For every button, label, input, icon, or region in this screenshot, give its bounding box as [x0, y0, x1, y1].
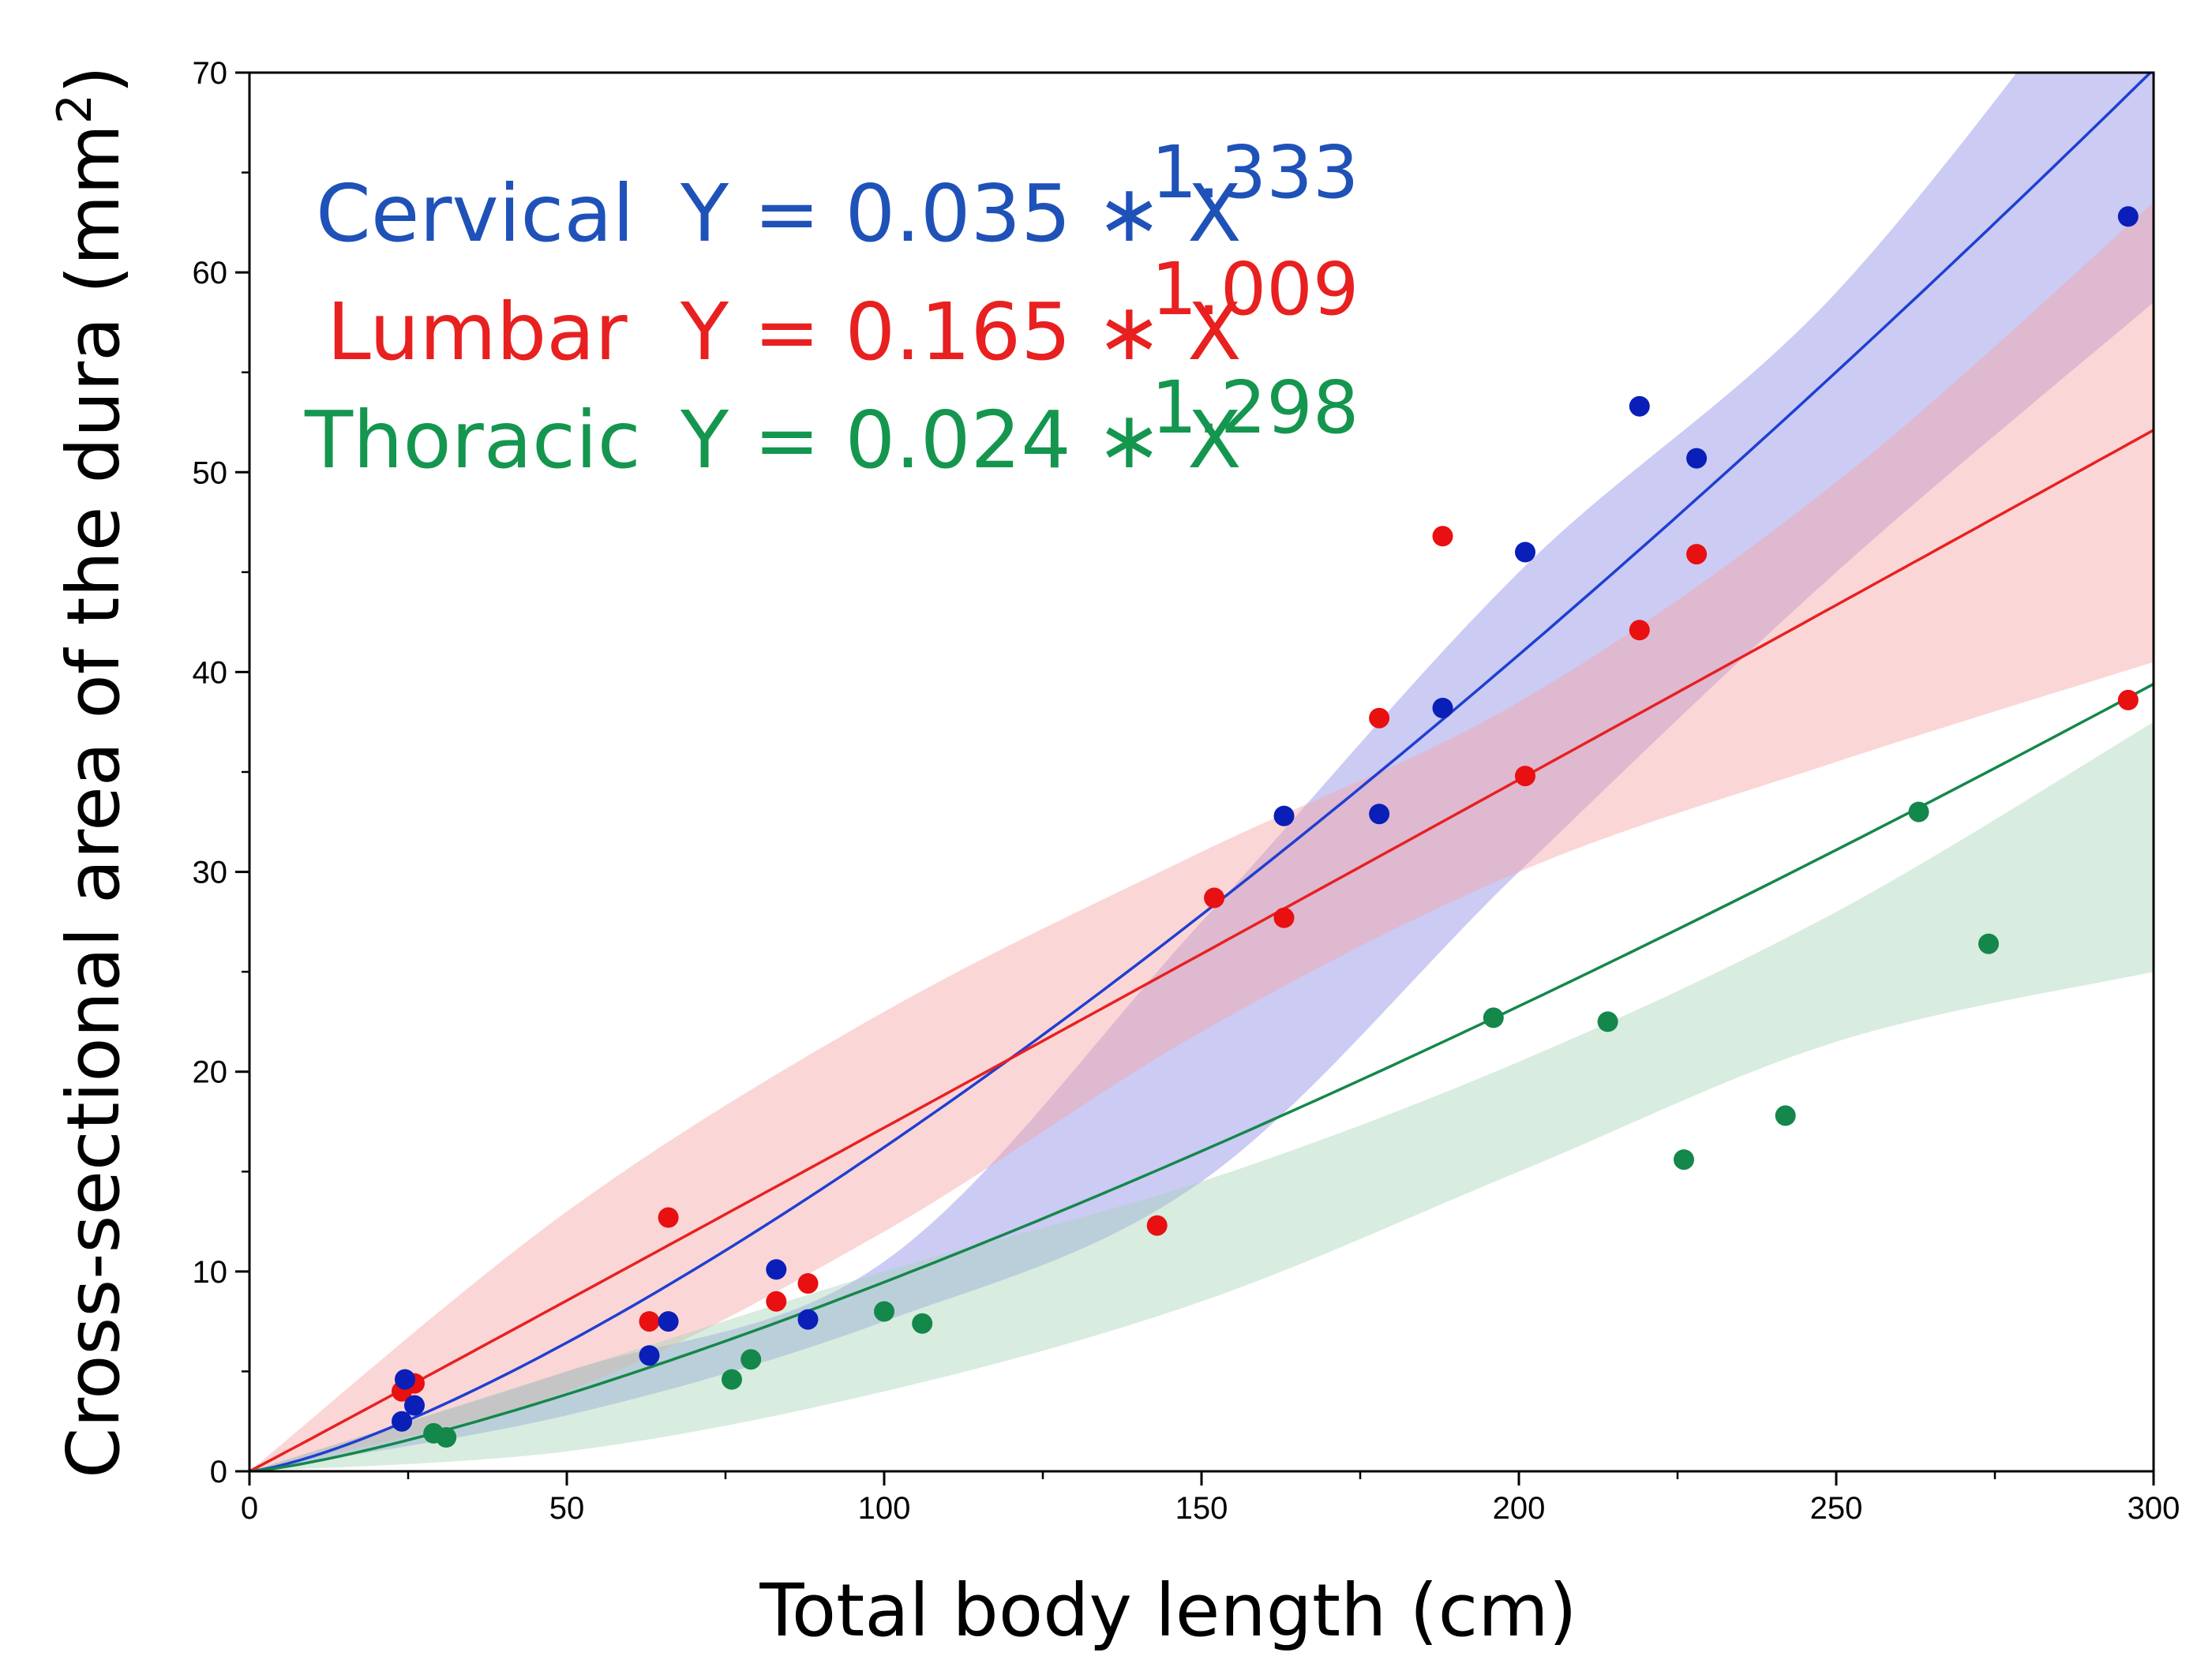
- x-tick-label-100: 100: [858, 1491, 911, 1526]
- legend-lumbar-equation: Y = 0.165 ∗ X: [680, 286, 1242, 378]
- thoracic-point-2: [722, 1369, 742, 1390]
- lumbar-point-3: [658, 1207, 679, 1228]
- y-axis-title-superscript: 2: [47, 94, 103, 124]
- cervical-point-10: [1515, 541, 1535, 563]
- y-tick-label-20: 20: [193, 1055, 228, 1090]
- x-tick-label-250: 250: [1810, 1491, 1863, 1526]
- thoracic-point-7: [1597, 1011, 1618, 1032]
- lumbar-point-6: [1146, 1215, 1168, 1236]
- lumbar-point-7: [1204, 887, 1225, 909]
- legend-lumbar: Lumbar Y = 0.165 ∗ X 1.009: [327, 247, 1359, 378]
- y-tick-label-40: 40: [193, 655, 228, 690]
- lumbar-point-12: [1629, 620, 1650, 641]
- x-tick-label-200: 200: [1493, 1491, 1546, 1526]
- cervical-point-3: [639, 1345, 660, 1366]
- legend-cervical-equation: Y = 0.035 ∗ X: [680, 167, 1242, 260]
- legend-cervical: Cervical Y = 0.035 ∗ X 1.333: [316, 130, 1359, 260]
- lumbar-confidence-band: [249, 202, 2154, 1471]
- legend-cervical-name: Cervical: [316, 167, 634, 260]
- thoracic-point-10: [1908, 801, 1929, 822]
- y-tick-label-10: 10: [193, 1255, 228, 1290]
- x-axis-title: Total body length (cm): [759, 1568, 1577, 1653]
- lumbar-point-13: [1686, 544, 1708, 565]
- thoracic-point-1: [436, 1427, 457, 1448]
- cervical-point-2: [404, 1395, 425, 1416]
- x-tick-label-50: 50: [549, 1491, 585, 1526]
- thoracic-point-6: [1483, 1007, 1504, 1028]
- cervical-point-5: [766, 1259, 787, 1280]
- y-axis-title-main: Cross-sectional area of the dura (mm: [51, 124, 136, 1478]
- lumbar-fit-line: [249, 429, 2154, 1471]
- axes: 0 50 100 150 200 250 300 0 10 20 30 40 50 60 70: [193, 56, 2180, 1526]
- cervical-point-9: [1432, 698, 1453, 718]
- cervical-point-8: [1369, 804, 1390, 825]
- confidence-bands: [249, 73, 2154, 1471]
- thoracic-point-8: [1674, 1149, 1694, 1171]
- legend-thoracic-equation: Y = 0.024 ∗ X: [680, 394, 1242, 486]
- y-tick-label-50: 50: [193, 455, 228, 490]
- cervical-point-7: [1273, 805, 1295, 826]
- legend-lumbar-exponent: 1.009: [1151, 247, 1359, 332]
- lumbar-point-2: [639, 1311, 660, 1332]
- legend-cervical-exponent: 1.333: [1151, 130, 1359, 215]
- lumbar-point-5: [797, 1273, 819, 1294]
- cervical-confidence-band: [249, 73, 2154, 1471]
- cervical-point-6: [797, 1309, 819, 1330]
- y-axis-title: Cross-sectional area of the dura (mm2): [47, 66, 136, 1478]
- lumbar-point-11: [1515, 766, 1535, 787]
- thoracic-point-9: [1775, 1105, 1796, 1126]
- legend: Cervical Y = 0.035 ∗ X 1.333 Lumbar Y = …: [304, 130, 1359, 486]
- lumbar-point-14: [2117, 689, 2139, 710]
- cervical-point-11: [1629, 395, 1650, 417]
- lumbar-point-10: [1432, 526, 1453, 547]
- svg-text:Cross-sectional area of the du: Cross-sectional area of the dura (mm2): [47, 66, 136, 1478]
- x-tick-label-300: 300: [2128, 1491, 2180, 1526]
- lumbar-point-8: [1273, 907, 1295, 928]
- cervical-point-1: [395, 1369, 415, 1390]
- thoracic-point-4: [874, 1301, 894, 1322]
- lumbar-point-4: [766, 1291, 787, 1312]
- y-tick-label-60: 60: [193, 256, 228, 290]
- x-tick-label-150: 150: [1175, 1491, 1228, 1526]
- legend-thoracic-exponent: 1.298: [1151, 365, 1359, 450]
- cervical-fit-line: [249, 73, 2153, 1471]
- thoracic-point-11: [1978, 933, 1999, 954]
- cervical-point-0: [392, 1411, 412, 1432]
- thoracic-point-3: [740, 1349, 762, 1370]
- cervical-point-4: [658, 1311, 679, 1332]
- y-tick-label-0: 0: [210, 1455, 227, 1489]
- data-points: [392, 206, 2139, 1448]
- y-tick-label-70: 70: [193, 56, 228, 91]
- cervical-point-13: [2117, 206, 2139, 227]
- legend-thoracic-name: Thoracic: [304, 394, 641, 486]
- thoracic-fit-line: [249, 683, 2154, 1471]
- legend-lumbar-name: Lumbar: [327, 286, 628, 378]
- fit-lines: [249, 73, 2154, 1471]
- thoracic-point-5: [912, 1313, 933, 1334]
- x-tick-label-0: 0: [241, 1491, 258, 1526]
- y-tick-label-30: 30: [193, 856, 228, 890]
- legend-thoracic: Thoracic Y = 0.024 ∗ X 1.298: [304, 365, 1359, 486]
- lumbar-point-9: [1369, 707, 1390, 729]
- y-axis-title-close: ): [51, 66, 136, 94]
- cervical-point-12: [1686, 448, 1708, 469]
